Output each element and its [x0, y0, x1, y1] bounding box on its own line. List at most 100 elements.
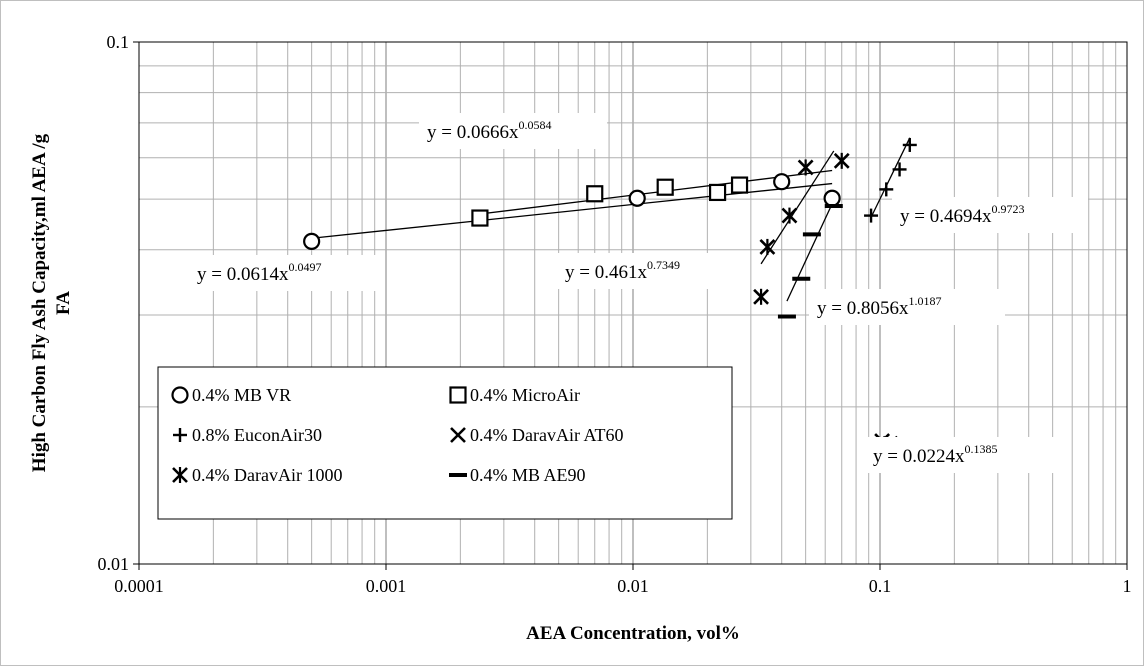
y-tick-label: 0.1 — [107, 32, 130, 52]
data-point — [586, 185, 604, 203]
data-point — [823, 189, 841, 207]
data-point — [171, 386, 189, 404]
y-axis-title-line: High Carbon Fly Ash Capacity,ml AEA /g — [29, 133, 50, 472]
equation-base: y = 0.0224x — [873, 446, 965, 467]
data-point — [173, 428, 187, 442]
data-point — [172, 467, 188, 483]
point-square — [656, 178, 674, 196]
data-point — [450, 427, 466, 443]
equation-exponent: 0.0584 — [518, 118, 551, 132]
data-points — [303, 137, 917, 459]
y-tick-label: 0.01 — [98, 554, 130, 574]
trendline — [786, 192, 838, 302]
equation-box — [892, 197, 1088, 233]
equation-exponent: 0.9723 — [991, 202, 1024, 216]
equation-text: y = 0.0224x0.1385 — [873, 442, 997, 467]
point-circle — [171, 386, 189, 404]
equation-base: y = 0.0614x — [197, 264, 289, 285]
equation-exponent: 0.0497 — [288, 260, 321, 274]
trendline-equation: y = 0.0666x0.0584 — [419, 113, 607, 149]
trendline-equation: y = 0.461x0.7349 — [557, 253, 735, 289]
data-point — [781, 207, 798, 224]
data-point — [879, 182, 894, 197]
x-tick-label: 0.01 — [617, 576, 649, 596]
equation-box — [809, 289, 1005, 325]
legend-label: 0.4% DaravAir AT60 — [470, 425, 623, 445]
equation-box — [189, 255, 377, 291]
point-square — [708, 183, 727, 202]
equation-text: y = 0.461x0.7349 — [565, 258, 680, 283]
equation-exponent: 0.1385 — [964, 442, 997, 456]
data-point — [449, 386, 467, 404]
legend-label: 0.4% MB VR — [192, 385, 291, 405]
data-point — [708, 183, 727, 202]
equation-text: y = 0.0666x0.0584 — [427, 118, 551, 143]
equation-base: y = 0.0666x — [427, 122, 519, 143]
legend-item: 0.4% MB AE90 — [449, 465, 586, 485]
legend-item: 0.4% MicroAir — [449, 385, 580, 405]
data-point — [797, 159, 814, 176]
x-tick-label: 0.0001 — [114, 576, 164, 596]
point-square — [586, 185, 604, 203]
data-point — [753, 288, 769, 305]
trendline-equation: y = 0.4694x0.9723 — [892, 197, 1088, 233]
equation-text: y = 0.8056x1.0187 — [817, 294, 941, 319]
data-point — [303, 232, 321, 250]
axis-ticks: 0.0001 0.001 0.01 0.1 1 0.01 0.1 — [98, 32, 1132, 596]
legend-label: 0.4% DaravAir 1000 — [192, 465, 342, 485]
legend-label: 0.8% EuconAir30 — [192, 425, 322, 445]
legend-item: 0.4% DaravAir 1000 — [172, 465, 342, 485]
y-axis-title: High Carbon Fly Ash Capacity,ml AEA /g FA — [29, 133, 74, 472]
point-square — [449, 386, 467, 404]
data-point — [833, 152, 850, 169]
data-point — [902, 137, 917, 152]
equation-exponent: 1.0187 — [908, 294, 941, 308]
equation-box — [419, 113, 607, 149]
trendline-equation: y = 0.0224x0.1385 — [865, 437, 1065, 473]
data-point — [628, 189, 646, 207]
point-x-b — [450, 427, 466, 443]
trendline-equation: y = 0.0614x0.0497 — [189, 255, 377, 291]
trendline — [760, 150, 835, 265]
data-point — [864, 208, 879, 223]
x-tick-label: 0.1 — [869, 576, 892, 596]
point-square — [730, 176, 749, 194]
trendline — [479, 169, 833, 215]
legend-box — [157, 366, 733, 520]
equation-box — [865, 437, 1065, 473]
point-square — [471, 209, 489, 227]
y-axis-title-line: FA — [53, 291, 74, 315]
equation-box — [557, 253, 735, 289]
data-point — [656, 178, 674, 196]
equation-text: y = 0.4694x0.9723 — [900, 202, 1024, 227]
trendline — [311, 182, 833, 239]
legend: 0.4% MB VR 0.4% MicroAir 0.8% EuconAir30 0.… — [157, 366, 733, 520]
data-point — [730, 176, 749, 194]
data-point — [773, 173, 791, 191]
point-circle — [773, 173, 791, 191]
legend-item: 0.4% MB VR — [171, 385, 291, 405]
legend-item: 0.8% EuconAir30 — [173, 425, 322, 445]
point-circle — [628, 189, 646, 207]
point-circle — [303, 232, 321, 250]
x-tick-label: 0.001 — [366, 576, 407, 596]
data-point — [892, 162, 907, 177]
data-point — [471, 209, 489, 227]
point-circle — [823, 189, 841, 207]
trendline — [870, 137, 911, 218]
x-axis-title: AEA Concentration, vol% — [526, 623, 740, 644]
equation-base: y = 0.461x — [565, 262, 647, 283]
equation-text: y = 0.0614x0.0497 — [197, 260, 321, 285]
legend-label: 0.4% MB AE90 — [470, 465, 586, 485]
trendline-equation: y = 0.8056x1.0187 — [809, 289, 1005, 325]
x-tick-label: 1 — [1123, 576, 1132, 596]
equation-base: y = 0.8056x — [817, 298, 909, 319]
equation-base: y = 0.4694x — [900, 206, 992, 227]
equation-exponent: 0.7349 — [647, 258, 680, 272]
legend-label: 0.4% MicroAir — [470, 385, 580, 405]
data-point — [759, 238, 776, 255]
legend-item: 0.4% DaravAir AT60 — [450, 425, 623, 445]
